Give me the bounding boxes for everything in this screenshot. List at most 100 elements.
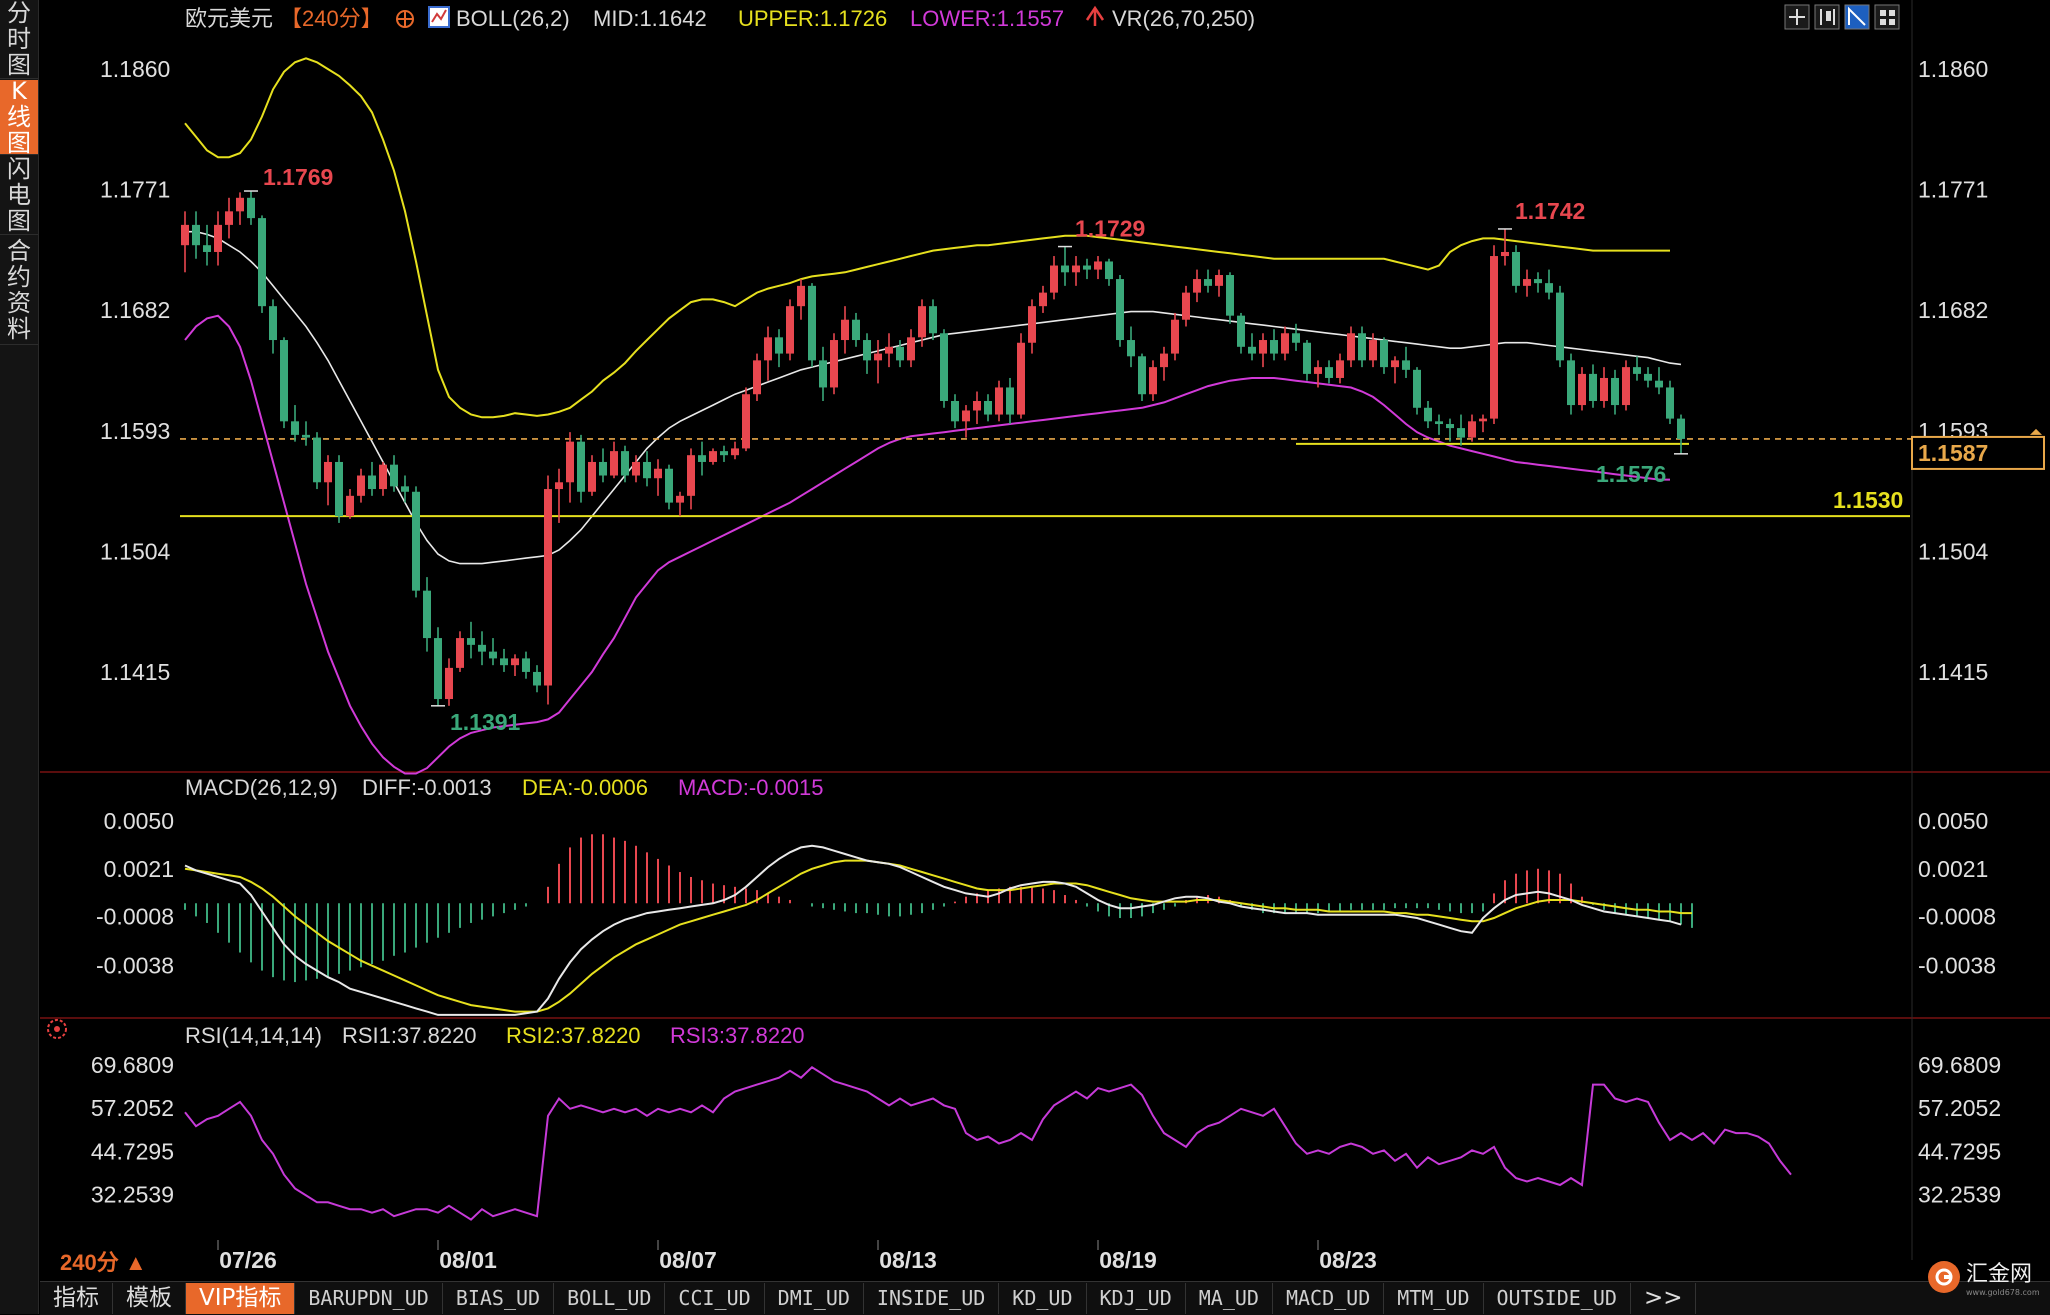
- candle-body: [511, 658, 519, 666]
- indicator-tab[interactable]: KDJ_UD: [1087, 1283, 1186, 1314]
- candle-body: [434, 638, 442, 700]
- indicator-tab[interactable]: KD_UD: [999, 1283, 1087, 1314]
- indicator-tab[interactable]: 指标: [40, 1283, 113, 1314]
- tab-contract-info[interactable]: 合约资料: [0, 236, 38, 345]
- tab-flash-chart[interactable]: 闪电图: [0, 156, 38, 235]
- date-tick-label: 08/01: [439, 1247, 497, 1273]
- price-tick-label: 1.1682: [1918, 297, 1988, 323]
- candle-body: [830, 340, 838, 388]
- candle-body: [544, 489, 552, 686]
- indicator-tab[interactable]: VIP指标: [186, 1283, 296, 1314]
- indicator-tab[interactable]: MA_UD: [1186, 1283, 1273, 1314]
- last-price-marker: 1.1587: [1911, 428, 2045, 470]
- candle-body: [1600, 377, 1608, 401]
- candle-body: [1490, 256, 1498, 419]
- boll-label: BOLL(26,2): [456, 6, 570, 31]
- indicator-tab[interactable]: CCI_UD: [665, 1283, 765, 1314]
- candle-body: [940, 333, 948, 401]
- boll-lower: LOWER:1.1557: [910, 6, 1064, 31]
- indicator-tab[interactable]: MACD_UD: [1273, 1283, 1385, 1314]
- candle-body: [401, 486, 409, 492]
- candle-body: [720, 451, 728, 456]
- indicator-tab[interactable]: BOLL_UD: [554, 1283, 666, 1314]
- record-icon[interactable]: [47, 1019, 67, 1039]
- price-axis-left: 1.1415 1.1504 1.1593 1.1682 1.1771 1.1860: [100, 56, 171, 685]
- boll-mid-band: [185, 230, 1682, 565]
- tab-k-line-chart[interactable]: K线图: [0, 78, 38, 156]
- toolbar-candle-icon[interactable]: [1814, 4, 1840, 30]
- price-tick-label: 1.1415: [1918, 659, 1988, 685]
- macd-histogram: [184, 834, 1693, 983]
- candle-body: [753, 360, 761, 395]
- vr-arrow-icon[interactable]: [1085, 5, 1105, 26]
- candle-body: [918, 306, 926, 338]
- indicator-tab[interactable]: OUTSIDE_UD: [1484, 1283, 1631, 1314]
- tab-contract-info-label: 合约资料: [7, 237, 31, 343]
- candle-body: [654, 468, 662, 479]
- candle-body: [1336, 360, 1344, 378]
- date-axis: 07/26 08/01 08/07 08/13 08/19 08/23: [217, 1240, 1377, 1273]
- candle-body: [313, 437, 321, 483]
- price-tick-label: 1.1682: [100, 297, 170, 323]
- candle-body: [1028, 306, 1036, 343]
- settings-circle-icon[interactable]: [396, 10, 414, 28]
- candle-body: [863, 340, 871, 361]
- low-annotation-2: 1.1576: [1596, 461, 1666, 487]
- chart-area[interactable]: 欧元美元 【240分】 BOLL(26,2) MID:1.1642 UPPER:…: [40, 0, 2050, 1280]
- candle-body: [797, 285, 805, 307]
- candle-body: [1061, 265, 1069, 273]
- candle-body: [1303, 342, 1311, 374]
- candle-body: [1138, 356, 1146, 395]
- candle-body: [687, 455, 695, 496]
- candle-body: [500, 658, 508, 666]
- high-annotation-3: 1.1742: [1515, 198, 1585, 224]
- macd-tick-label: 0.0021: [104, 856, 174, 882]
- candle-body: [192, 224, 200, 246]
- candle-body: [841, 319, 849, 341]
- rsi-axis-left: 32.2539 44.7295 57.2052 69.6809: [91, 1052, 174, 1208]
- last-price-arrow-icon: [2030, 428, 2042, 435]
- candle-body: [302, 434, 310, 438]
- macd-diff: DIFF:-0.0013: [362, 775, 492, 800]
- date-tick-label: 08/07: [659, 1247, 717, 1273]
- indicator-tab[interactable]: INSIDE_UD: [864, 1283, 1000, 1314]
- sidebar: 分时图 K线图 闪电图 合约资料: [0, 0, 39, 1314]
- indicator-tab[interactable]: DMI_UD: [765, 1283, 864, 1314]
- candle-body: [489, 651, 497, 659]
- indicator-tab[interactable]: BARUPDN_UD: [295, 1283, 443, 1314]
- macd-tick-label: -0.0008: [1918, 903, 1996, 929]
- indicator-tab[interactable]: 模板: [113, 1283, 186, 1314]
- boll-mid: MID:1.1642: [593, 6, 707, 31]
- tab-time-chart[interactable]: 分时图: [0, 0, 38, 79]
- candle-body: [764, 337, 772, 361]
- candle-body: [1072, 265, 1080, 273]
- toolbar-grid-icon[interactable]: [1874, 4, 1900, 30]
- candle-body: [445, 667, 453, 700]
- tab-flash-chart-label: 闪电图: [7, 155, 31, 235]
- period-selector[interactable]: 240分 ▲: [60, 1250, 147, 1275]
- candle-body: [907, 337, 915, 361]
- indicator-tab[interactable]: >>: [1631, 1283, 1697, 1314]
- candle-body: [181, 224, 189, 246]
- candle-body: [1160, 353, 1168, 368]
- candle-body: [1039, 292, 1047, 307]
- candle-body: [1556, 292, 1564, 361]
- candle-body: [456, 638, 464, 668]
- indicator-tab[interactable]: MTM_UD: [1384, 1283, 1484, 1314]
- toolbar-crosshair-icon[interactable]: [1784, 4, 1810, 30]
- last-price-value: 1.1587: [1918, 440, 1988, 466]
- candle-body: [1589, 373, 1597, 401]
- candle-body: [1622, 367, 1630, 406]
- price-tick-label: 1.1593: [100, 418, 170, 444]
- candle-body: [874, 353, 882, 361]
- boll-indicator-icon[interactable]: [428, 6, 450, 28]
- candle-body: [1501, 251, 1509, 257]
- tab-time-chart-label: 分时图: [7, 0, 31, 79]
- candle-body: [742, 394, 750, 449]
- macd-tick-label: -0.0038: [96, 953, 174, 979]
- candle-body: [1644, 373, 1652, 381]
- indicator-tab[interactable]: BIAS_UD: [443, 1283, 555, 1314]
- candle-body: [1611, 377, 1619, 406]
- toolbar-chart-type-icon[interactable]: [1844, 4, 1870, 30]
